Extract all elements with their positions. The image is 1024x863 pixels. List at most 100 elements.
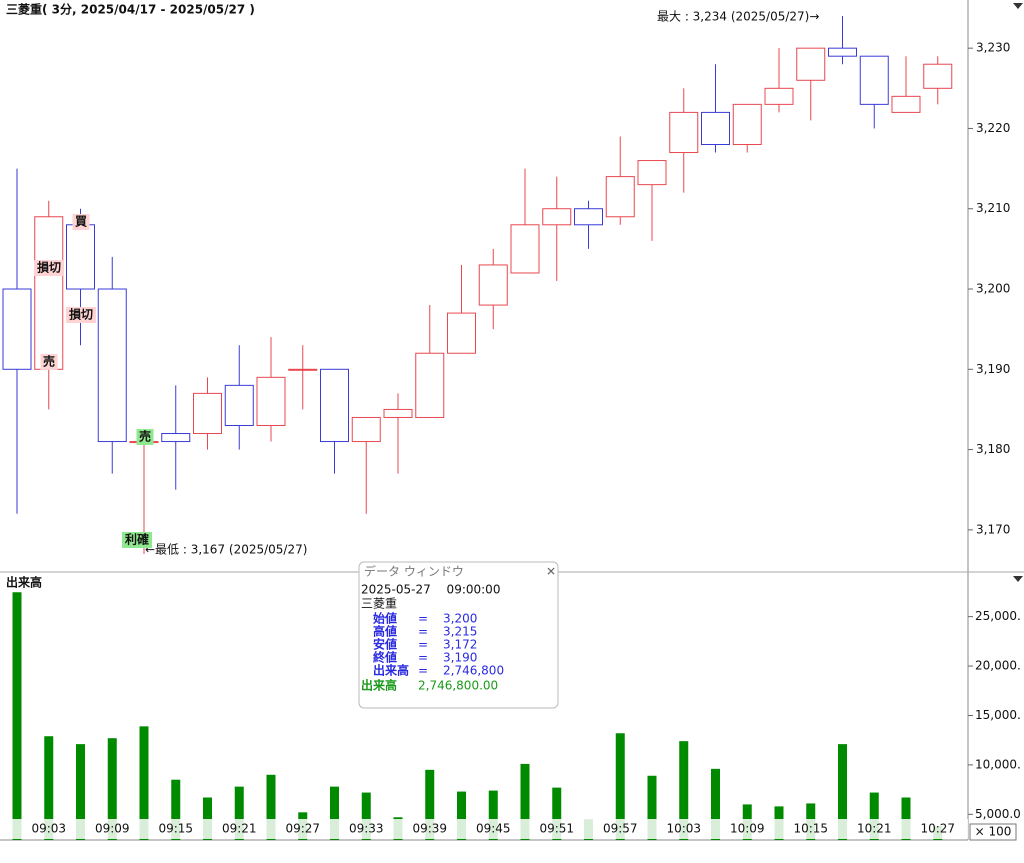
- signal-label: 売: [139, 429, 151, 444]
- y-tick-label: 3,190: [976, 362, 1010, 376]
- max-annotation: 最大 : 3,234 (2025/05/27)→: [657, 10, 819, 24]
- volume-bar: [171, 779, 181, 840]
- candle-body: [383, 408, 413, 418]
- signal-badge: [40, 354, 58, 370]
- volume-bar: [457, 791, 466, 840]
- row-value: 3,172: [443, 638, 477, 652]
- y-tick-label: 25,000.: [975, 609, 1021, 623]
- volume-bar: [901, 797, 911, 840]
- window-volume-value: 2,746,800.00: [418, 679, 498, 693]
- candle-body: [542, 208, 572, 226]
- row-sep: =: [418, 664, 428, 678]
- signal-label: 売: [43, 354, 55, 369]
- volume-bar: [679, 741, 689, 840]
- x-axis-strip: [0, 819, 968, 839]
- volume-bar: [615, 733, 625, 840]
- signal-badge: [122, 532, 152, 548]
- y-tick-label: 15,000.: [975, 708, 1021, 722]
- signal-badge: [34, 260, 64, 276]
- volume-bar: [361, 792, 371, 840]
- x-tick-label: 09:15: [158, 822, 193, 836]
- volume-bar: [488, 790, 498, 840]
- x-tick-label: 09:39: [412, 822, 447, 836]
- signal-label: 買: [75, 215, 87, 229]
- signal-badge: [136, 429, 154, 445]
- x-tick-label: 10:21: [857, 822, 892, 836]
- volume-bar: [520, 763, 530, 840]
- candle-body: [447, 312, 476, 354]
- y-tick-label: 10,000.: [975, 757, 1021, 771]
- data-window[interactable]: データ ウィンドウ ✕ 2025-05-27 09:00:00 三菱重 出来高 …: [358, 561, 559, 709]
- candle-body: [637, 160, 667, 186]
- candle-body: [605, 176, 635, 218]
- row-label: 出来高: [373, 663, 409, 678]
- candle-body: [478, 264, 508, 306]
- candle-body: [574, 208, 603, 226]
- row-sep: =: [418, 651, 428, 665]
- x-tick-label: 09:03: [31, 822, 66, 836]
- candle-body: [320, 368, 349, 443]
- volume-bar: [711, 768, 720, 840]
- row-label: 安値: [373, 637, 397, 652]
- chart-title: 三菱重( 3分, 2025/04/17 - 2025/05/27 ): [6, 2, 255, 17]
- candle-body: [415, 352, 445, 418]
- x-tick-label: 09:45: [476, 822, 511, 836]
- volume-bar: [838, 744, 847, 840]
- signal-label: 損切: [69, 307, 93, 322]
- candle-body: [2, 288, 32, 370]
- candle-body: [891, 95, 921, 113]
- volume-bar: [203, 797, 212, 840]
- row-value: 3,200: [443, 612, 477, 626]
- candle-body: [161, 433, 191, 443]
- x-tick-label: 09:09: [95, 822, 130, 836]
- y-tick-label: 3,180: [976, 442, 1010, 456]
- volume-bar: [869, 792, 879, 840]
- row-value: 3,215: [443, 625, 477, 639]
- x-tick-label: 09:57: [603, 822, 638, 836]
- pane-menu[interactable]: [1013, 576, 1023, 582]
- volume-bar: [139, 726, 149, 840]
- volume-bar: [107, 738, 117, 840]
- volume-bar: [266, 774, 276, 840]
- window-volume-label: 出来高: [361, 678, 397, 693]
- candle-body: [796, 47, 826, 81]
- row-label: 終値: [373, 650, 397, 665]
- y-tick-label: 3,230: [976, 41, 1010, 55]
- candle-body: [66, 224, 95, 290]
- x-tick-label: 09:21: [222, 822, 257, 836]
- signal-badge: [72, 214, 90, 230]
- close-button[interactable]: ✕: [546, 565, 556, 579]
- y-tick-label: 3,170: [976, 522, 1010, 536]
- row-label: 高値: [373, 624, 397, 639]
- candle-body: [828, 47, 857, 57]
- x-tick-label: 09:33: [349, 822, 384, 836]
- y-tick-label: 20,000.: [975, 659, 1021, 673]
- y-tick-label: 5,000.0: [975, 807, 1021, 821]
- signal-label: 損切: [37, 260, 61, 275]
- window-datetime: 2025-05-27 09:00:00: [361, 583, 500, 597]
- volume-bar: [330, 786, 339, 840]
- candle-body: [288, 368, 318, 371]
- window-symbol: 三菱重: [361, 597, 397, 611]
- candle-body: [256, 376, 286, 426]
- candle-body: [193, 392, 222, 435]
- candle-body: [97, 288, 127, 443]
- candle-body: [351, 416, 381, 443]
- x-tick-label: 09:51: [539, 822, 574, 836]
- candle-body: [510, 224, 540, 274]
- x-tick-label: 09:27: [285, 822, 320, 836]
- x-tick-label: 10:27: [920, 822, 955, 836]
- volume-bar: [425, 769, 435, 840]
- candle-body: [224, 384, 254, 426]
- volume-bar: [552, 787, 562, 840]
- y-tick-label: 3,200: [976, 282, 1010, 296]
- row-sep: =: [418, 625, 428, 639]
- volume-bar: [647, 775, 657, 840]
- volume-title: 出来高: [6, 575, 42, 590]
- pane-menu[interactable]: [1013, 3, 1023, 9]
- x-tick-label: 10:15: [793, 822, 828, 836]
- x-tick-label: 10:09: [730, 822, 765, 836]
- row-value: 2,746,800: [443, 664, 504, 678]
